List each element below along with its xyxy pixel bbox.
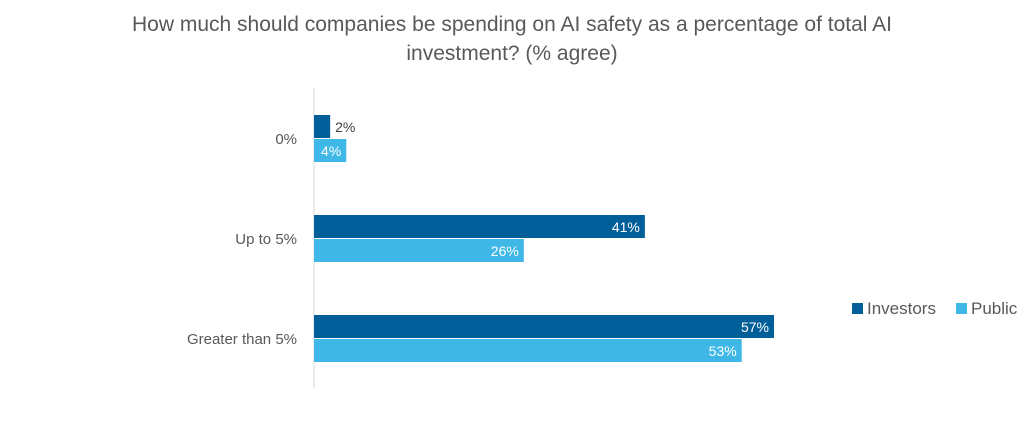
chart-title-line-1: How much should companies be spending on… (132, 13, 892, 36)
bar-public (314, 139, 347, 162)
category-label: Up to 5% (235, 231, 297, 248)
bar-investors (314, 215, 645, 238)
category-label: Greater than 5% (187, 331, 297, 348)
data-label: 57% (741, 319, 769, 335)
data-label: 53% (709, 343, 737, 359)
legend-label-public: Public (971, 299, 1018, 318)
bar-investors (314, 115, 331, 138)
data-label: 2% (335, 119, 355, 135)
legend: Investors Public (852, 299, 1018, 318)
data-label: 41% (612, 219, 640, 235)
chart-title-line-2: investment? (% agree) (406, 42, 617, 65)
bar-public (314, 339, 742, 362)
legend-swatch-public (956, 303, 967, 314)
bar-public (314, 239, 524, 262)
data-label: 26% (491, 243, 519, 259)
legend-label-investors: Investors (867, 299, 936, 318)
category-label: 0% (275, 131, 297, 148)
legend-swatch-investors (852, 303, 863, 314)
bar-investors (314, 315, 774, 338)
data-label: 4% (321, 143, 341, 159)
